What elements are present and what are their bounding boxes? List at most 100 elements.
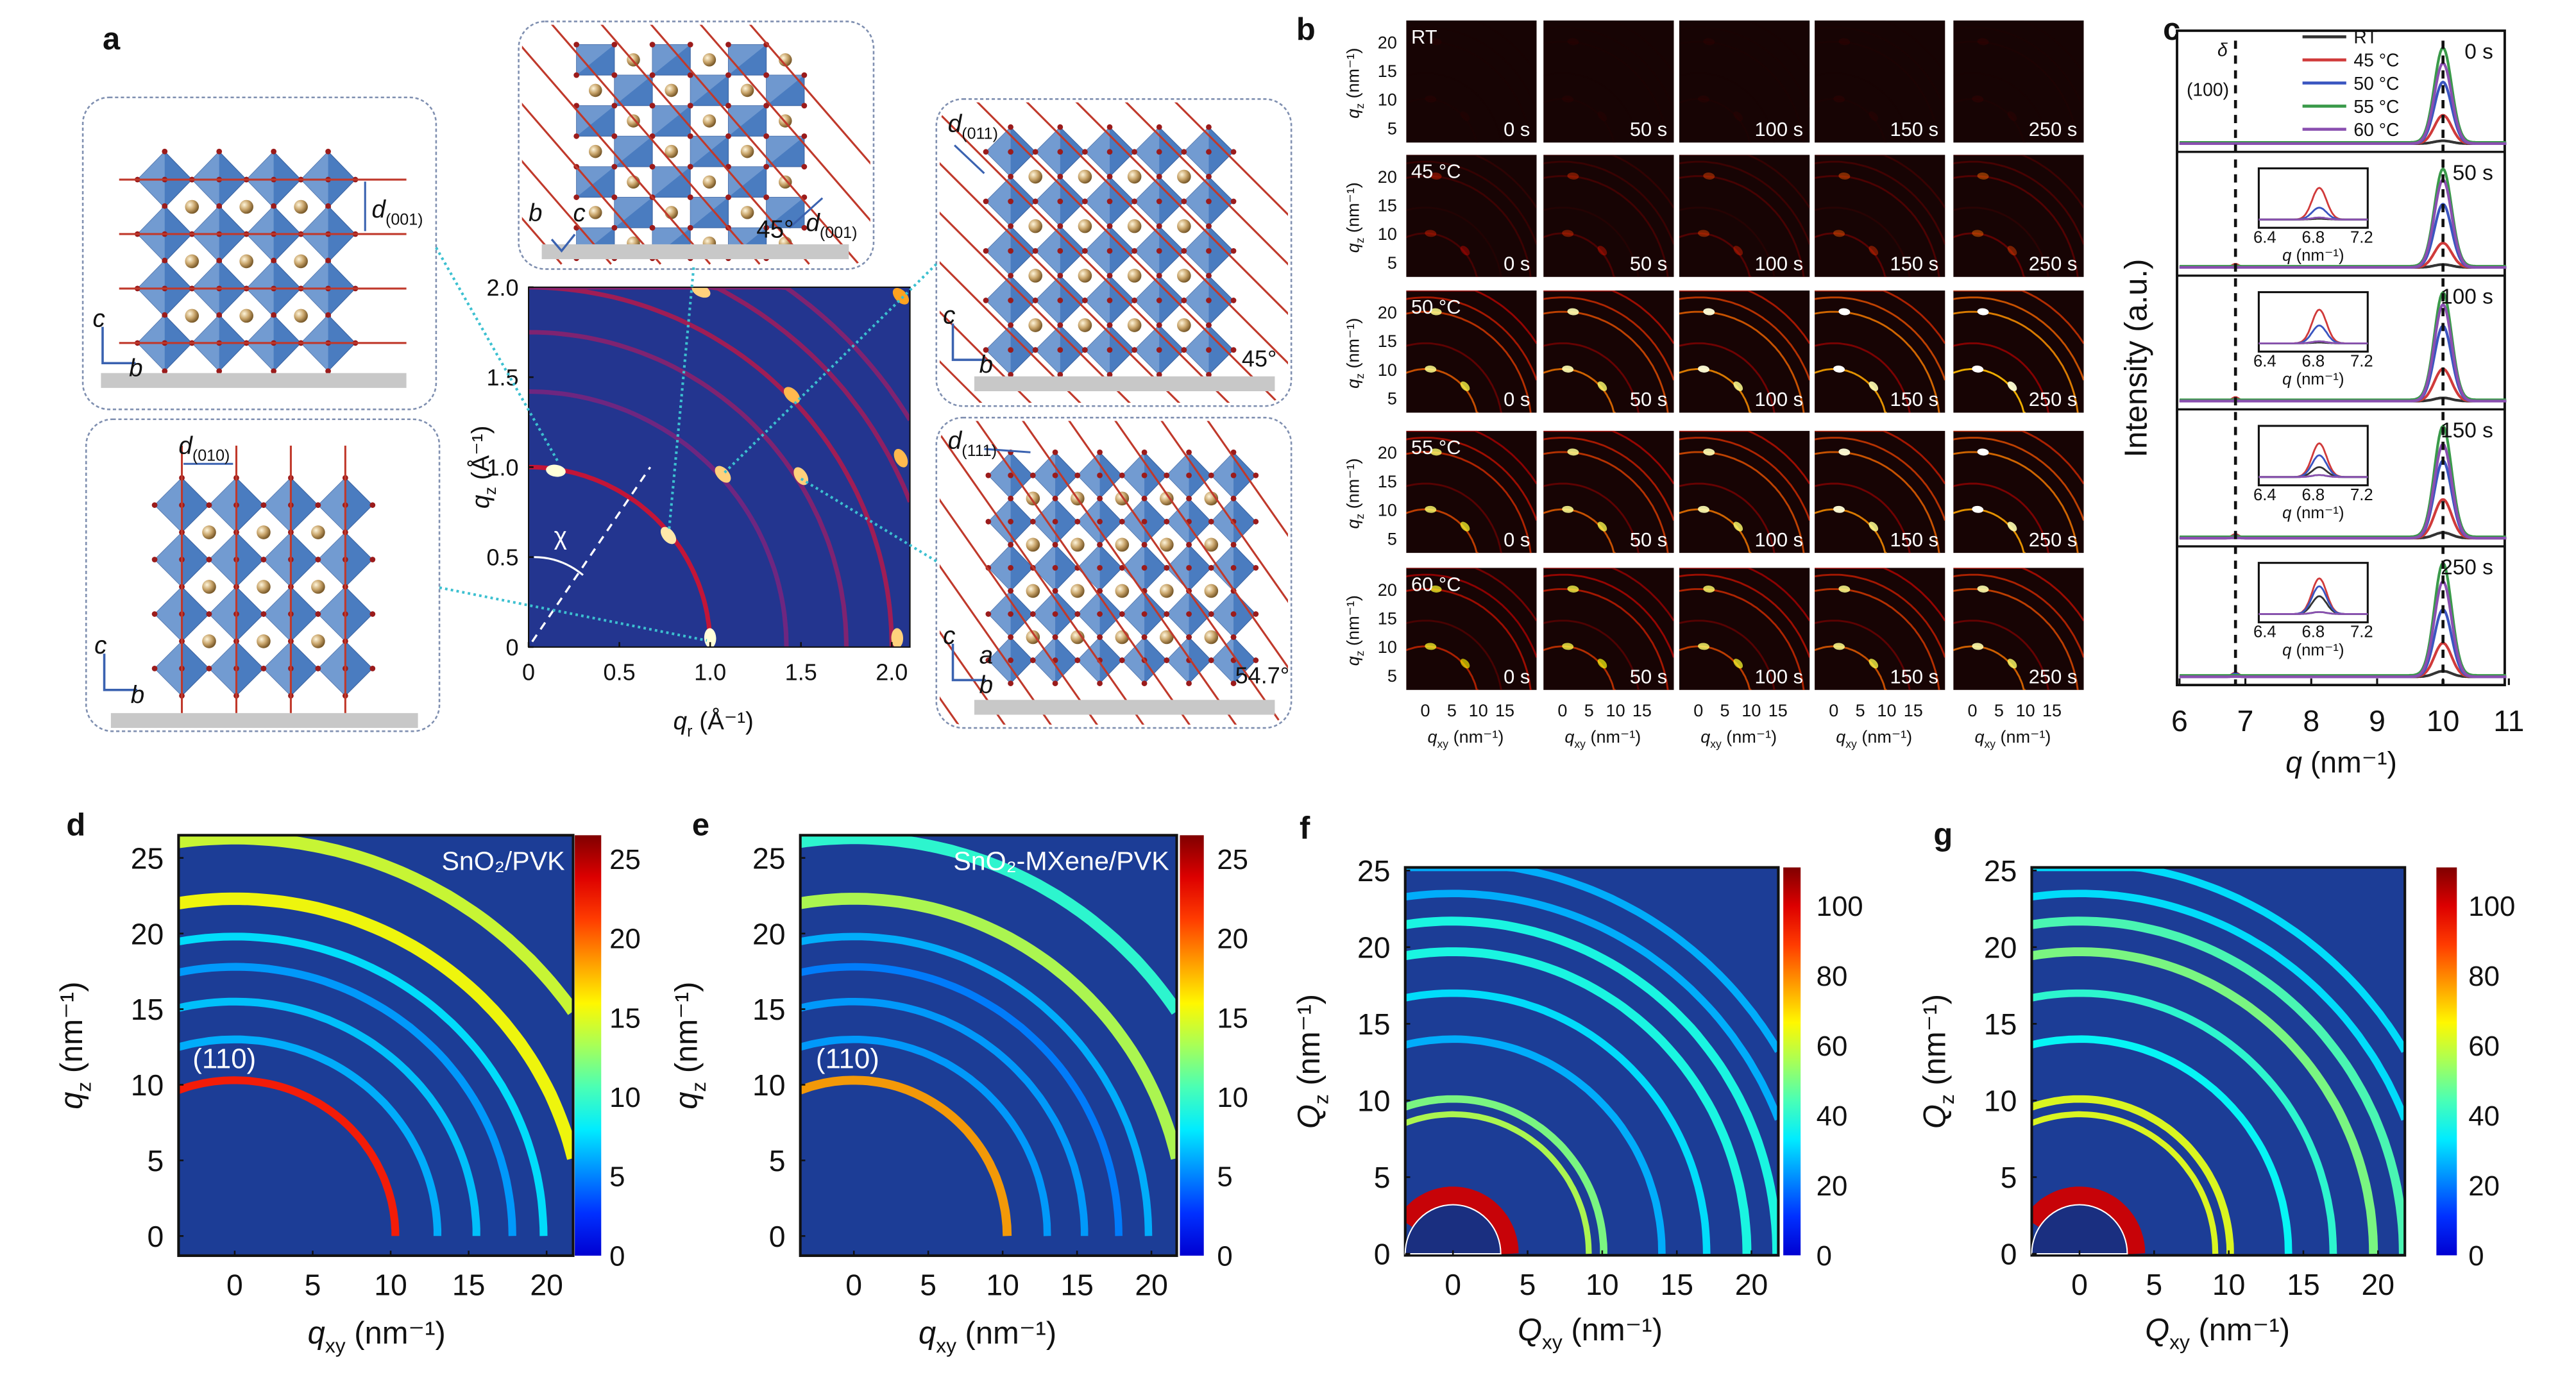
- axis-letter: b: [529, 199, 542, 227]
- pb-atom: [1057, 298, 1063, 303]
- label-unit: (nm⁻¹): [1917, 994, 1952, 1094]
- diffraction-spot: [1562, 505, 1574, 513]
- pb-atom: [271, 148, 277, 155]
- axis-label: qz (nm⁻¹): [1344, 48, 1367, 119]
- x-tick-label: 15: [1060, 1269, 1094, 1302]
- diffraction-ring: [1405, 989, 1711, 1254]
- diffraction-spot: [1460, 659, 1470, 669]
- cation-sphere: [588, 144, 602, 158]
- diffraction-ring: [1543, 482, 1640, 553]
- chi-angle-arc: [534, 556, 584, 576]
- pb-atom: [1164, 611, 1170, 617]
- diffraction-spot: [1698, 95, 1709, 103]
- diffraction-spot: [891, 628, 904, 647]
- octahedron-face: [988, 452, 1011, 499]
- label-variable: Q: [1917, 1104, 1952, 1129]
- diffraction-ring: [1405, 1186, 1519, 1255]
- cation-sphere: [740, 144, 754, 158]
- cation-sphere: [1071, 537, 1085, 552]
- heatmap-d: [177, 834, 575, 1257]
- diffraction-ring: [178, 1076, 400, 1236]
- pb-atom: [1074, 657, 1081, 663]
- pb-atom: [1230, 472, 1237, 478]
- cation-sphere: [1204, 584, 1219, 598]
- pb-atom: [1131, 298, 1138, 303]
- cation-sphere: [1028, 269, 1043, 283]
- pb-atom: [1057, 322, 1063, 328]
- pb-atom: [1206, 273, 1212, 279]
- pb-atom: [1106, 273, 1113, 279]
- pb-atom: [260, 666, 267, 671]
- diffraction-ring: [178, 997, 480, 1236]
- octahedron-face: [576, 44, 614, 76]
- x-tick-label: 10: [2427, 704, 2460, 738]
- pb-atom: [151, 502, 158, 508]
- diffraction-ring: [1543, 26, 1674, 111]
- beamstop-shadow: [1404, 1204, 1502, 1255]
- diffraction-ring: [1543, 568, 1674, 621]
- heatmap-background: [1543, 290, 1674, 413]
- diffraction-ring: [1405, 916, 1779, 1254]
- structure-box-001: d(001) cb: [81, 96, 437, 410]
- inset-series-line: [2258, 340, 2368, 344]
- label-unit: (nm⁻¹): [346, 1316, 446, 1351]
- inset-plot: 6.4 6.8 7.2 q (nm⁻¹): [2253, 167, 2373, 265]
- octahedron-face: [1085, 325, 1110, 375]
- heatmap-image: [1543, 430, 1674, 553]
- cation-sphere: [294, 308, 308, 323]
- pb-atom: [1008, 657, 1013, 663]
- diffraction-ring: [1679, 482, 1775, 553]
- pb-atom: [260, 557, 267, 562]
- pb-atom: [687, 42, 693, 47]
- pb-atom: [1097, 449, 1103, 455]
- time-label: 50 s: [1630, 528, 1667, 551]
- x-tick-label: 0: [1445, 1268, 1461, 1301]
- heatmap-image: [1406, 20, 1537, 143]
- octahedron-face: [1183, 275, 1209, 326]
- axis-label: q (nm⁻¹): [2282, 641, 2344, 659]
- heatmap-image: [1406, 430, 1537, 553]
- cation-sphere: [311, 525, 325, 539]
- diffraction-ring: [1815, 72, 1911, 143]
- pb-atom: [763, 164, 770, 170]
- heatmap-e: [799, 834, 1178, 1257]
- diffraction-ring: [1679, 645, 1752, 690]
- lattice-plane-line: [742, 24, 870, 265]
- pb-atom: [369, 666, 376, 671]
- colorbar-tick-label: 10: [1217, 1082, 1248, 1113]
- heatmap-image: [1953, 20, 2084, 143]
- pb-atom: [1206, 198, 1212, 205]
- diffraction-ring: [1543, 645, 1616, 690]
- pb-atom: [216, 368, 223, 374]
- pb-atom: [369, 557, 376, 562]
- y-tick-label: 0: [506, 634, 519, 661]
- pb-atom: [1008, 322, 1013, 328]
- heatmap-image: [1679, 430, 1810, 553]
- pb-atom: [1156, 371, 1162, 378]
- heatmap-image: [1543, 568, 1674, 690]
- label-unit: (nm⁻¹): [1996, 727, 2051, 747]
- label-variable: d: [948, 110, 963, 138]
- pb-atom: [1156, 223, 1162, 229]
- diffraction-ring: [1953, 40, 2079, 143]
- diffraction-ring: [2031, 867, 2405, 1053]
- heatmap-f: [1403, 866, 1780, 1257]
- axis-label: q (nm⁻¹): [2282, 504, 2344, 522]
- heatmap-b-2-1: [1543, 290, 1674, 413]
- octahedron-face: [985, 127, 1011, 177]
- label-variable: q: [1344, 243, 1363, 253]
- diffraction-ring: [1815, 568, 1945, 621]
- pb-atom: [1106, 223, 1113, 229]
- pb-atom: [763, 133, 770, 139]
- pb-atom: [325, 148, 331, 155]
- label-subscript: z: [1353, 237, 1366, 243]
- pb-atom: [1253, 472, 1259, 478]
- diffraction-ring: [1543, 40, 1669, 143]
- time-label: 0 s: [1504, 666, 1530, 688]
- diffraction-ring: [1815, 26, 1945, 111]
- octahedron-face: [988, 637, 1011, 684]
- cation-sphere: [1115, 584, 1130, 598]
- time-label: 50 s: [1630, 118, 1667, 140]
- octahedron-face: [1035, 325, 1060, 375]
- label-subscript: z: [1310, 1094, 1333, 1104]
